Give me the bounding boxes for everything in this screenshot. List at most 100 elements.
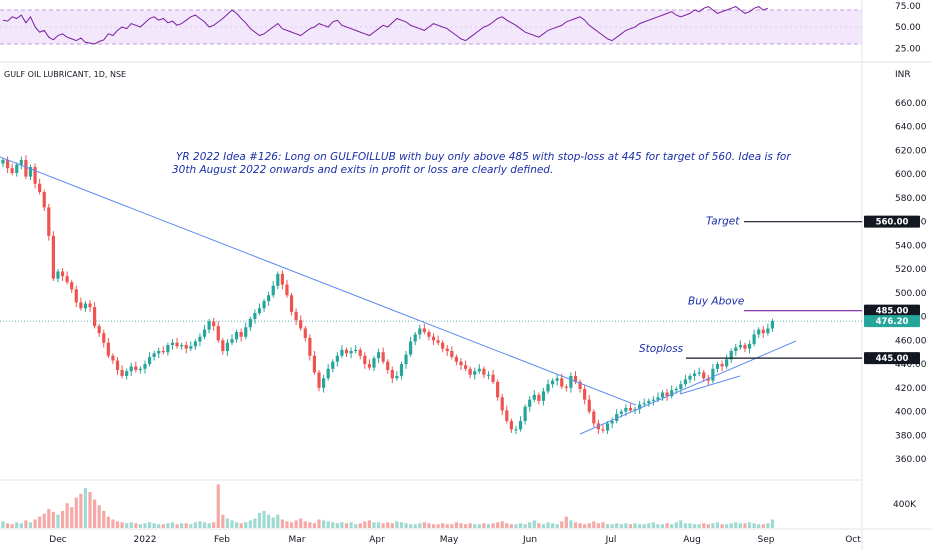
candle-body: [248, 318, 252, 328]
candle-body: [70, 282, 74, 290]
candle-body: [692, 373, 697, 376]
candle-body: [28, 167, 33, 177]
volume-bar: [381, 523, 385, 528]
candle-body: [358, 349, 362, 356]
candle-body: [578, 381, 582, 389]
candle-body: [422, 328, 426, 333]
volume-bar: [5, 523, 10, 528]
candle-body: [33, 167, 37, 184]
candle-body: [381, 352, 385, 362]
candle-body: [106, 342, 110, 356]
rsi-tick: 50.00: [895, 23, 921, 33]
volume-bar: [555, 524, 559, 528]
volume-bar: [363, 521, 367, 528]
volume-bar: [257, 512, 262, 528]
volume-bar: [47, 509, 51, 528]
candle-body: [500, 397, 504, 411]
volume-bar: [445, 524, 449, 528]
volume-bar: [725, 524, 729, 528]
last-price-tag: [864, 315, 920, 328]
price-tick: 520.00: [895, 265, 927, 275]
volume-bar: [715, 522, 720, 528]
candle-body: [225, 342, 230, 352]
candle-body: [340, 349, 344, 356]
candle-body: [262, 301, 266, 309]
candle-body: [129, 366, 133, 372]
candle-body: [638, 404, 642, 410]
stop-price-tag: [864, 352, 920, 365]
volume-bar: [514, 524, 518, 528]
volume-bar: [125, 523, 129, 528]
candle-body: [47, 207, 51, 236]
price-tick: 440.00: [895, 360, 927, 370]
idea-text-line-2: 30th August 2022 onwards and exits in pr…: [172, 164, 553, 176]
price-tick: 540.00: [895, 241, 927, 251]
volume-bar: [528, 522, 532, 528]
volume-bar: [747, 522, 752, 528]
volume-bar: [761, 524, 765, 528]
candle-body: [523, 406, 527, 422]
volume-bar: [532, 520, 536, 528]
candle-body: [152, 353, 156, 357]
volume-bar: [711, 523, 715, 528]
rsi-pane: 75.00 50.00 25.00: [0, 2, 921, 54]
volume-bar: [404, 523, 408, 528]
volume-bar: [422, 522, 426, 528]
volume-bar: [19, 523, 23, 528]
volume-bar: [505, 523, 509, 528]
candle-body: [509, 421, 513, 430]
candle-body: [312, 355, 317, 373]
candle-body: [280, 273, 284, 285]
volume-bar: [134, 523, 138, 528]
target-price-tag: [864, 215, 920, 228]
volume-bar: [376, 522, 381, 528]
price-tick: 400.00: [895, 408, 927, 418]
volume-bar: [38, 516, 42, 528]
candle-body: [42, 192, 46, 208]
rsi-tick: 25.00: [895, 44, 921, 54]
volume-bar: [450, 524, 454, 528]
candle-body: [569, 375, 573, 388]
buy-price-tag: [864, 304, 920, 317]
candle-body: [555, 378, 559, 381]
candle-body: [138, 368, 142, 370]
candle-body: [257, 308, 262, 314]
volume-bar: [15, 522, 19, 528]
volume-bar: [138, 524, 142, 528]
candle-body: [747, 343, 752, 349]
volume-bar: [267, 514, 271, 528]
volume-bar: [244, 522, 248, 528]
candle-body: [610, 421, 614, 424]
candle-body: [230, 339, 234, 343]
volume-bar: [212, 522, 216, 528]
stop-price-tag-text: 445.00: [876, 354, 909, 364]
candle-body: [752, 334, 756, 344]
volume-bar: [166, 523, 170, 528]
candle-body: [463, 365, 468, 369]
candle-body: [688, 375, 692, 380]
candle-body: [271, 285, 275, 296]
volume-bar: [647, 523, 651, 528]
volume-bar: [573, 522, 578, 528]
volume-bar: [33, 519, 37, 528]
volume-bar: [56, 514, 60, 528]
volume-bar: [610, 524, 614, 528]
volume-bar: [390, 523, 394, 528]
candle-body: [528, 399, 532, 407]
price-tick: 460.00: [895, 336, 927, 346]
candle-body: [711, 368, 715, 381]
volume-bar: [638, 524, 642, 528]
volume-bar: [431, 524, 436, 528]
volume-bar: [326, 521, 330, 528]
volume-bar: [757, 524, 761, 528]
volume-bar: [335, 523, 339, 528]
candle-body: [93, 307, 97, 327]
volume-bar: [697, 524, 701, 528]
volume-bar: [546, 522, 550, 528]
volume-bar: [147, 522, 152, 528]
volume-bar: [463, 524, 468, 528]
candle-body: [115, 360, 120, 370]
candle-body: [615, 413, 619, 422]
candle-body: [331, 361, 335, 369]
